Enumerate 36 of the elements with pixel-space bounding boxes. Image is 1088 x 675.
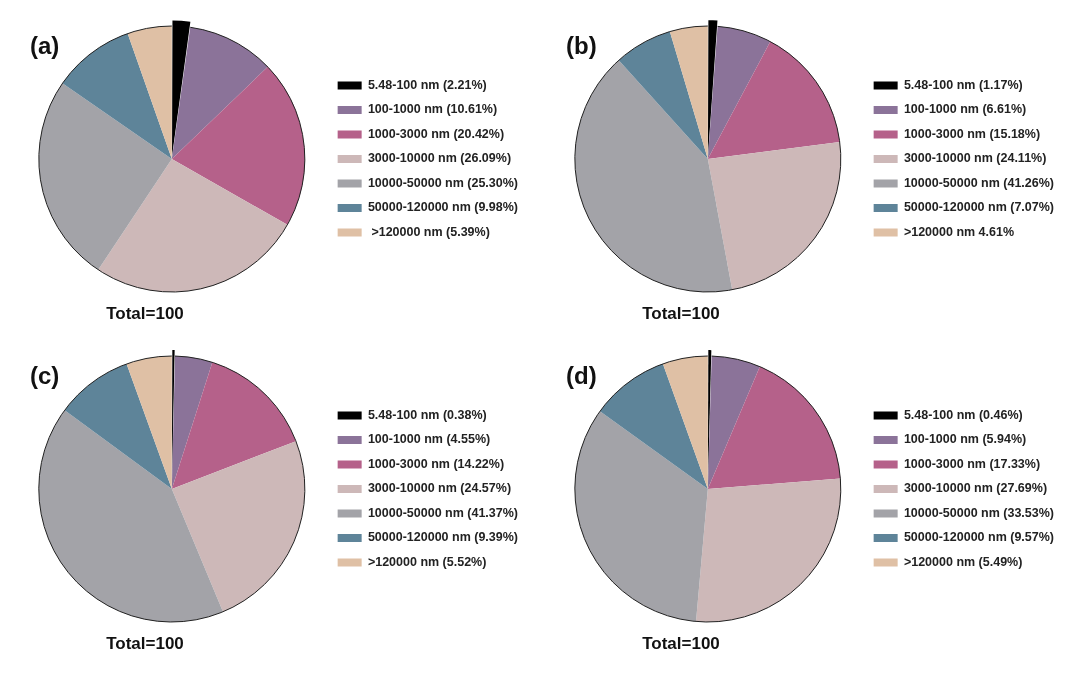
legend-label: 3000-10000 nm (26.09%) bbox=[367, 151, 512, 166]
legend-label: 10000-50000 nm (41.26%) bbox=[903, 175, 1055, 190]
legend-label: >120000 nm (5.49%) bbox=[903, 554, 1023, 569]
text: Total=100 bbox=[641, 634, 721, 654]
legend-label: 1000-3000 nm (17.33%) bbox=[903, 456, 1041, 471]
legend-label: 5.48-100 nm (0.46%) bbox=[903, 407, 1023, 422]
legend-label: 1000-3000 nm (14.22%) bbox=[367, 456, 505, 471]
legend-label: 10000-50000 nm (33.53%) bbox=[903, 505, 1055, 520]
text: (b) bbox=[566, 32, 597, 60]
legend-label: 3000-10000 nm (24.11%) bbox=[903, 151, 1047, 166]
legend-label: 100-1000 nm (5.94%) bbox=[903, 432, 1027, 447]
legend-label: >120000 nm (5.52%) bbox=[367, 554, 487, 569]
legend-label: >120000 nm 4.61% bbox=[903, 224, 1015, 239]
legend-label: 50000-120000 nm (9.39%) bbox=[367, 530, 519, 545]
legend-label: 10000-50000 nm (41.37%) bbox=[367, 505, 519, 520]
legend-label: 100-1000 nm (10.61%) bbox=[367, 102, 498, 117]
text: (a) bbox=[30, 32, 60, 60]
text: (c) bbox=[30, 362, 60, 390]
legend-label: 100-1000 nm (6.61%) bbox=[903, 102, 1027, 117]
legend-label: 50000-120000 nm (9.98%) bbox=[367, 200, 519, 215]
legend-label: 5.48-100 nm (1.17%) bbox=[903, 77, 1023, 92]
legend-label: 50000-120000 nm (7.07%) bbox=[903, 200, 1055, 215]
legend-label: 5.48-100 nm (0.38%) bbox=[367, 407, 487, 422]
legend-label: 1000-3000 nm (20.42%) bbox=[367, 126, 505, 141]
legend-label: 1000-3000 nm (15.18%) bbox=[903, 126, 1041, 141]
legend-label: 100-1000 nm (4.55%) bbox=[367, 432, 491, 447]
text: Total=100 bbox=[105, 304, 185, 324]
legend-label: 50000-120000 nm (9.57%) bbox=[903, 530, 1055, 545]
text: Total=100 bbox=[641, 304, 721, 324]
legend-label: 3000-10000 nm (24.57%) bbox=[367, 481, 512, 496]
text: Total=100 bbox=[105, 634, 185, 654]
legend-label: 3000-10000 nm (27.69%) bbox=[903, 481, 1048, 496]
text: (d) bbox=[566, 362, 597, 390]
legend-label: 10000-50000 nm (25.30%) bbox=[367, 175, 519, 190]
legend-label: >120000 nm (5.39%) bbox=[367, 224, 490, 239]
legend-label: 5.48-100 nm (2.21%) bbox=[367, 77, 487, 92]
